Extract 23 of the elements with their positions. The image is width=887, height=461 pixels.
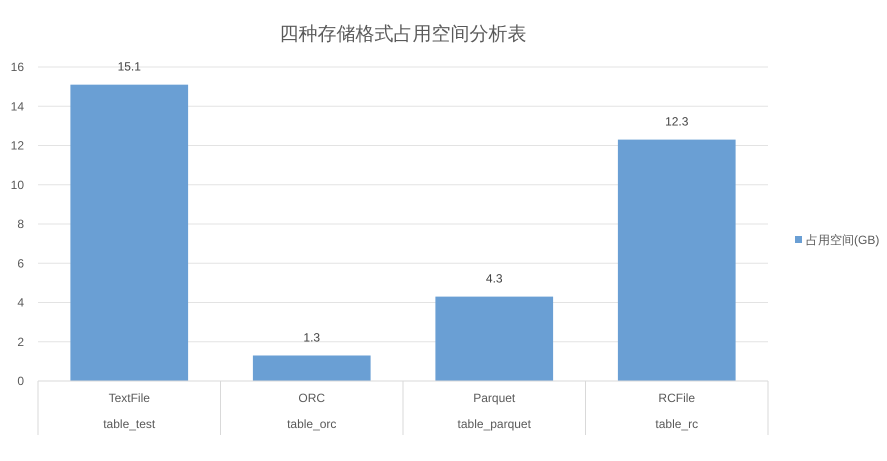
x-tick-label: RCFile table_rc xyxy=(655,391,698,431)
y-tick-label: 4 xyxy=(17,296,24,310)
data-label: 12.3 xyxy=(665,114,689,129)
y-tick-label: 14 xyxy=(10,99,24,114)
data-label: 1.3 xyxy=(303,330,320,344)
y-tick-label: 12 xyxy=(10,138,24,152)
x-tick-label: ORC table_orc xyxy=(287,391,336,431)
x-tick-label: Parquet table_parquet xyxy=(458,391,532,431)
y-tick-label: 16 xyxy=(10,60,24,74)
y-tick-label: 10 xyxy=(10,178,24,192)
legend-label: 占用空间(GB) xyxy=(806,233,880,247)
bar xyxy=(252,355,371,381)
chart-title: 四种存储格式占用空间分析表 xyxy=(280,23,526,45)
data-label: 4.3 xyxy=(486,272,503,286)
bar xyxy=(618,140,736,381)
x-tick-label: TextFile table_test xyxy=(103,391,156,431)
bar xyxy=(435,296,554,381)
y-tick-label: 6 xyxy=(17,256,24,270)
y-tick-label: 8 xyxy=(17,217,24,231)
data-label: 15.1 xyxy=(118,60,142,74)
y-tick-label: 2 xyxy=(17,334,24,349)
bar xyxy=(70,84,188,381)
y-tick-label: 0 xyxy=(17,374,24,388)
